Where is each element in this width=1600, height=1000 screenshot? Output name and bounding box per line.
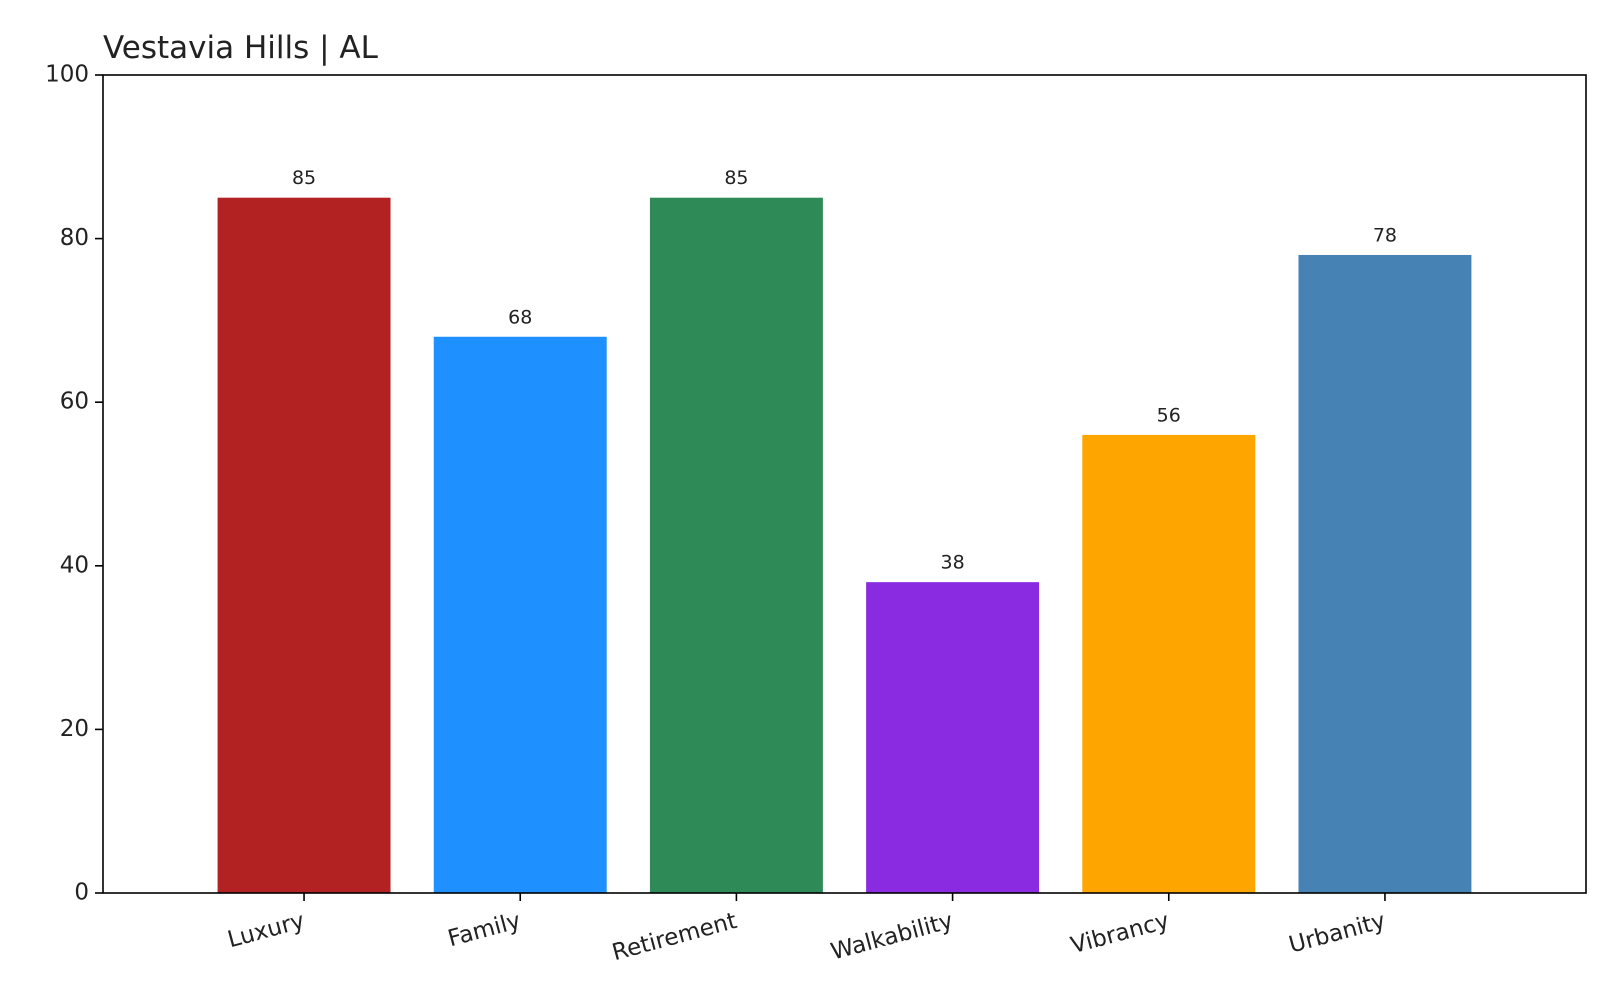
- value-label: 85: [292, 167, 316, 189]
- value-label: 38: [940, 552, 964, 574]
- y-tick-label: 100: [45, 62, 89, 88]
- x-tick-label: Luxury: [225, 908, 307, 953]
- plot-frame: [102, 74, 1587, 894]
- value-label: 56: [1157, 404, 1181, 426]
- bar: [649, 197, 823, 893]
- value-label: 85: [724, 167, 748, 189]
- x-tick-label: Vibrancy: [1068, 908, 1172, 959]
- y-tick-label: 40: [60, 552, 89, 578]
- bar: [866, 582, 1040, 893]
- x-tick-label: Walkability: [828, 908, 956, 966]
- x-tick-label: Retirement: [610, 908, 740, 966]
- bar: [433, 336, 607, 893]
- value-label: 78: [1373, 224, 1397, 246]
- bar: [217, 197, 391, 893]
- y-tick-label: 80: [60, 225, 89, 251]
- x-tick-label: Urbanity: [1286, 908, 1388, 959]
- bar: [1082, 434, 1256, 893]
- x-tick-label: Family: [445, 908, 523, 952]
- chart-title: Vestavia Hills | AL: [103, 30, 379, 66]
- bar: [1298, 254, 1472, 893]
- y-tick-label: 0: [74, 880, 89, 906]
- y-tick-label: 20: [60, 716, 89, 742]
- y-tick-label: 60: [60, 389, 89, 415]
- value-label: 68: [508, 306, 532, 328]
